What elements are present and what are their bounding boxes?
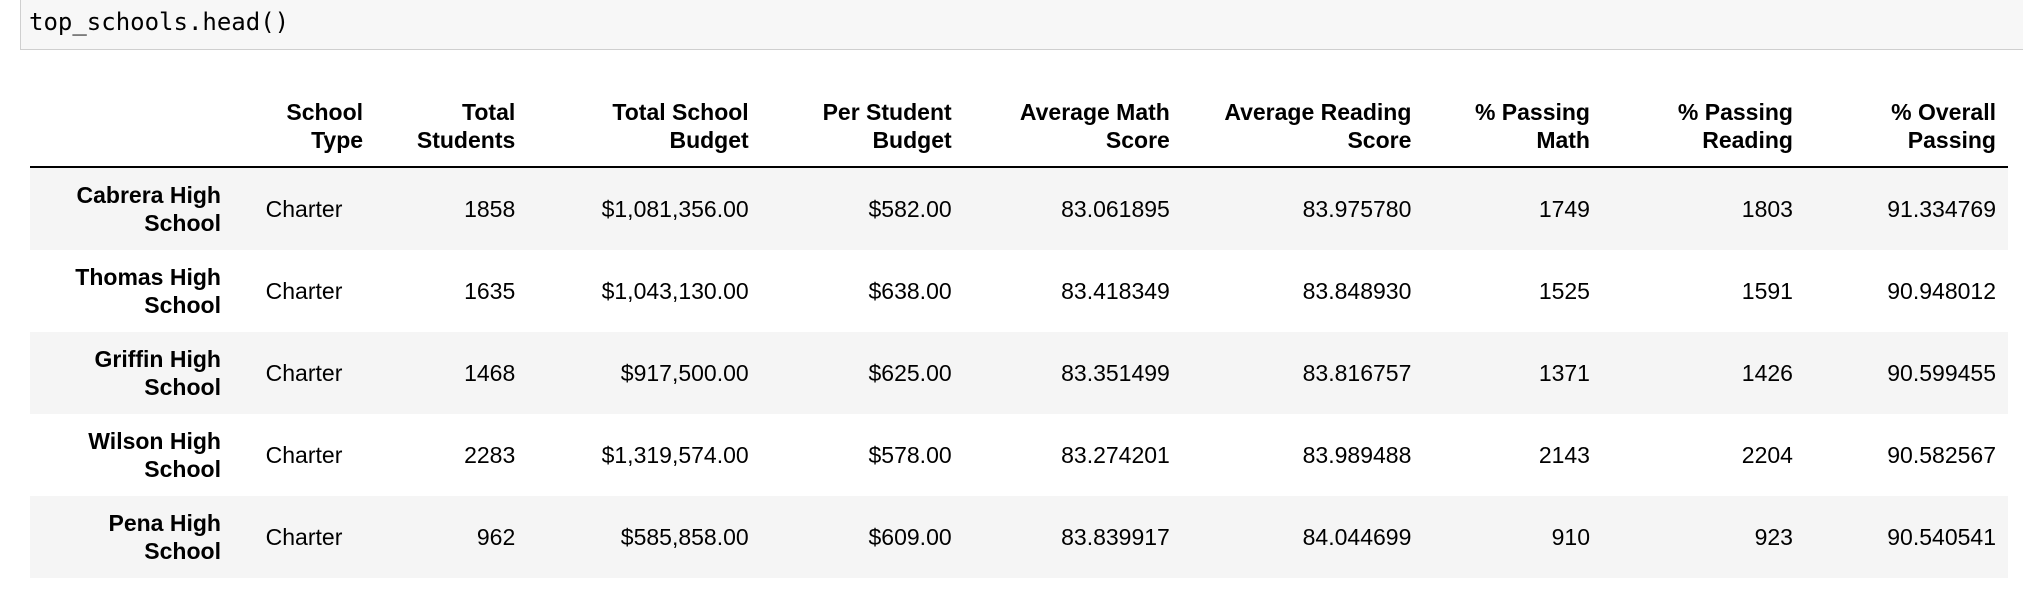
table-cell: 1426 xyxy=(1741,360,1793,386)
table-cell: $582.00 xyxy=(868,196,952,222)
row-index-label: Wilson High School xyxy=(88,428,221,482)
table-cell: 962 xyxy=(476,524,516,550)
table-cell: $1,043,130.00 xyxy=(601,278,749,304)
table-cell: $638.00 xyxy=(868,278,952,304)
code-cell[interactable]: top_schools.head() xyxy=(20,0,2023,50)
table-cell: 2204 xyxy=(1741,442,1793,468)
table-cell: 90.582567 xyxy=(1887,442,1996,468)
row-index-label: Cabrera High School xyxy=(76,182,221,236)
column-header: Total Students xyxy=(375,92,528,168)
table-cell: 83.848930 xyxy=(1302,278,1412,304)
table-cell: 91.334769 xyxy=(1887,196,1996,222)
table-cell: $585,858.00 xyxy=(620,524,749,550)
table-cell: 1591 xyxy=(1741,278,1793,304)
row-index-label: Griffin High School xyxy=(94,346,221,400)
table-row: Wilson High School Charter 2283 $1,319,5… xyxy=(30,414,2008,496)
table-cell: 83.989488 xyxy=(1302,442,1412,468)
table-header-row: School Type Total Students Total School … xyxy=(30,92,2008,168)
table-cell: $1,319,574.00 xyxy=(601,442,749,468)
table-cell: Charter xyxy=(265,278,343,304)
table-cell: $917,500.00 xyxy=(620,360,749,386)
table-cell: 90.599455 xyxy=(1887,360,1996,386)
table-row: Pena High School Charter 962 $585,858.00… xyxy=(30,496,2008,578)
row-index-label: Pena High School xyxy=(108,510,221,564)
table-row: Cabrera High School Charter 1858 $1,081,… xyxy=(30,167,2008,250)
column-header: School Type xyxy=(232,92,376,168)
table-cell: 1635 xyxy=(464,278,516,304)
table-cell: Charter xyxy=(265,360,343,386)
table-cell: 84.044699 xyxy=(1302,524,1412,550)
table-cell: 1858 xyxy=(464,196,516,222)
table-cell: 83.816757 xyxy=(1302,360,1412,386)
table-cell: 2283 xyxy=(464,442,516,468)
table-cell: 83.975780 xyxy=(1302,196,1412,222)
output-prompt: : xyxy=(0,68,4,86)
table-cell: Charter xyxy=(265,524,343,550)
table-cell: 910 xyxy=(1551,524,1590,550)
table-cell: 90.540541 xyxy=(1887,524,1996,550)
dataframe-output: School Type Total Students Total School … xyxy=(30,92,2008,578)
column-header: Per Student Budget xyxy=(760,92,964,168)
table-cell: $578.00 xyxy=(868,442,952,468)
table-cell: 923 xyxy=(1754,524,1793,550)
table-cell: 83.061895 xyxy=(1061,196,1170,222)
table-cell: 83.839917 xyxy=(1061,524,1170,550)
table-cell: 83.418349 xyxy=(1061,278,1170,304)
column-header: % Passing Math xyxy=(1423,92,1602,168)
row-index-label: Thomas High School xyxy=(75,264,221,318)
column-header: % Passing Reading xyxy=(1601,92,1805,168)
table-cell: 1803 xyxy=(1741,196,1793,222)
dataframe-table: School Type Total Students Total School … xyxy=(30,92,2008,578)
column-header: Average Math Score xyxy=(963,92,1182,168)
table-cell: 1749 xyxy=(1538,196,1590,222)
table-cell: $625.00 xyxy=(868,360,952,386)
table-cell: $1,081,356.00 xyxy=(601,196,749,222)
table-row: Thomas High School Charter 1635 $1,043,1… xyxy=(30,250,2008,332)
table-cell: $609.00 xyxy=(868,524,952,550)
table-cell: 2143 xyxy=(1538,442,1590,468)
table-cell: Charter xyxy=(265,196,343,222)
table-cell: 90.948012 xyxy=(1887,278,1996,304)
table-cell: Charter xyxy=(265,442,343,468)
table-cell: 83.274201 xyxy=(1061,442,1170,468)
table-cell: 1371 xyxy=(1538,360,1590,386)
table-cell: 1525 xyxy=(1538,278,1590,304)
column-header: Average Reading Score xyxy=(1181,92,1424,168)
column-header: % Overall Passing xyxy=(1804,92,2008,168)
table-row: Griffin High School Charter 1468 $917,50… xyxy=(30,332,2008,414)
table-cell: 83.351499 xyxy=(1061,360,1170,386)
column-header-index xyxy=(30,92,233,168)
table-cell: 1468 xyxy=(464,360,516,386)
code-cell-source[interactable]: top_schools.head() xyxy=(29,8,290,36)
column-header: Total School Budget xyxy=(527,92,761,168)
